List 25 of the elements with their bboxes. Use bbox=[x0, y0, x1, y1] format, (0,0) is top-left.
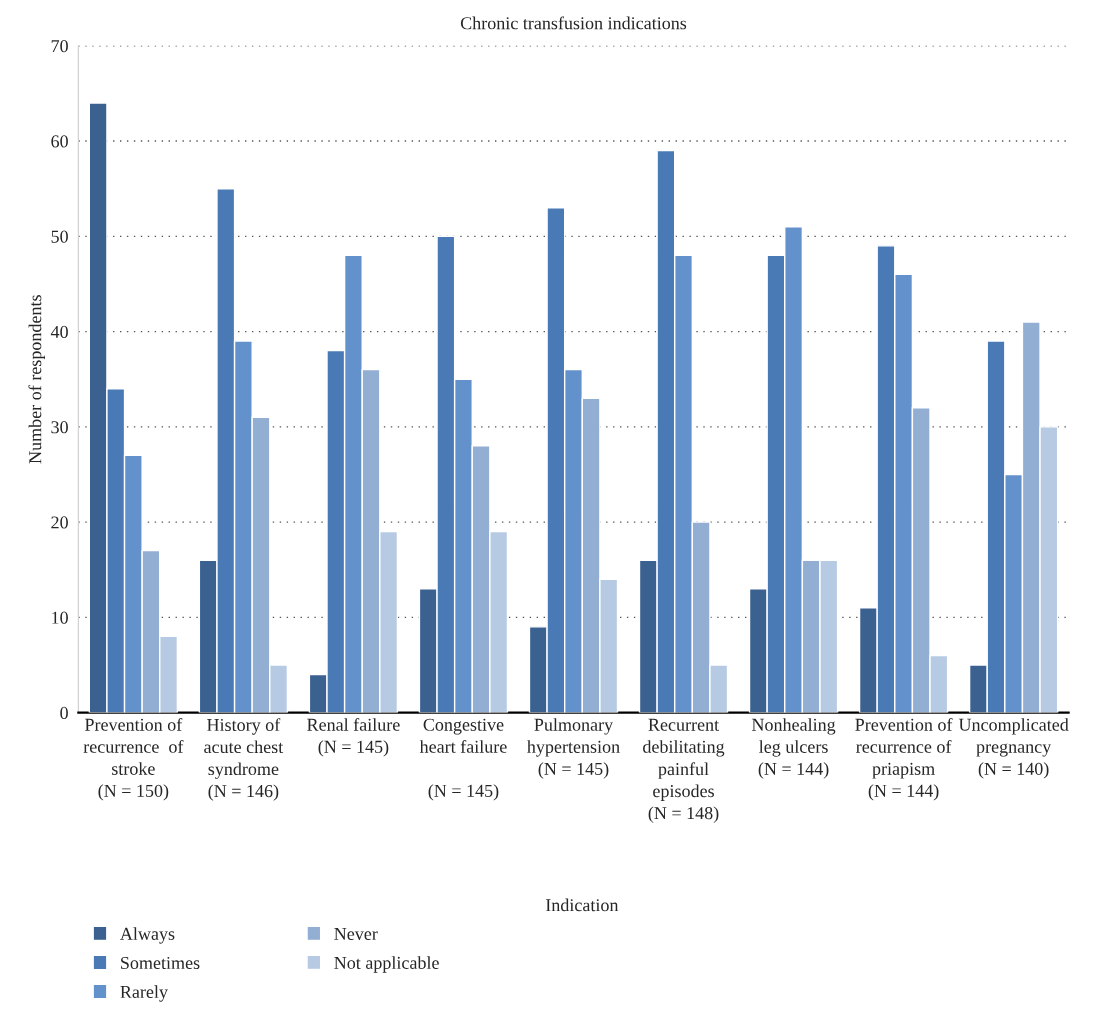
x-tick-label: Prevention of recurrence of stroke (N = 150) bbox=[83, 717, 184, 801]
x-tick-label: Renal failure (N = 145) bbox=[307, 717, 400, 757]
legend-label: Always bbox=[120, 927, 175, 944]
x-tick-label: Nonhealing leg ulcers (N = 144) bbox=[751, 718, 836, 779]
legend-label: Not applicable bbox=[334, 956, 439, 973]
x-tick-label: Prevention of recurrence of priapism (N = 144) bbox=[855, 717, 953, 801]
y-tick-label: 0 bbox=[60, 706, 68, 720]
category-label: Congestive heart failure (N = 145) bbox=[419, 718, 507, 801]
chart-title: Chronic transfusion indications bbox=[460, 16, 687, 30]
x-tick-label: Uncomplicated pregnancy (N = 140) bbox=[958, 718, 1069, 779]
legend-label: Sometimes bbox=[121, 956, 200, 970]
y-tick-label: 40 bbox=[50, 325, 68, 339]
y-tick-label: 70 bbox=[51, 40, 68, 53]
legend-label: Rarely bbox=[120, 985, 168, 1002]
y-tick-label: 60 bbox=[51, 135, 68, 148]
legend-label: Never bbox=[334, 927, 378, 940]
x-axis-title: Indication bbox=[545, 898, 619, 912]
y-axis-title: Number of respondents bbox=[28, 295, 45, 464]
x-tick-label: Recurrent debilitating painful episodes (N = 148) bbox=[643, 718, 725, 823]
x-tick-label: Pulmonary hypertension (N = 145) bbox=[527, 718, 620, 779]
y-tick-label: 20 bbox=[51, 516, 68, 529]
y-tick-label: 10 bbox=[52, 611, 68, 624]
y-tick-label: 30 bbox=[51, 421, 68, 434]
y-tick-label: 50 bbox=[51, 230, 68, 243]
x-tick-label: History of acute chest syndrome (N = 146) bbox=[204, 718, 284, 801]
